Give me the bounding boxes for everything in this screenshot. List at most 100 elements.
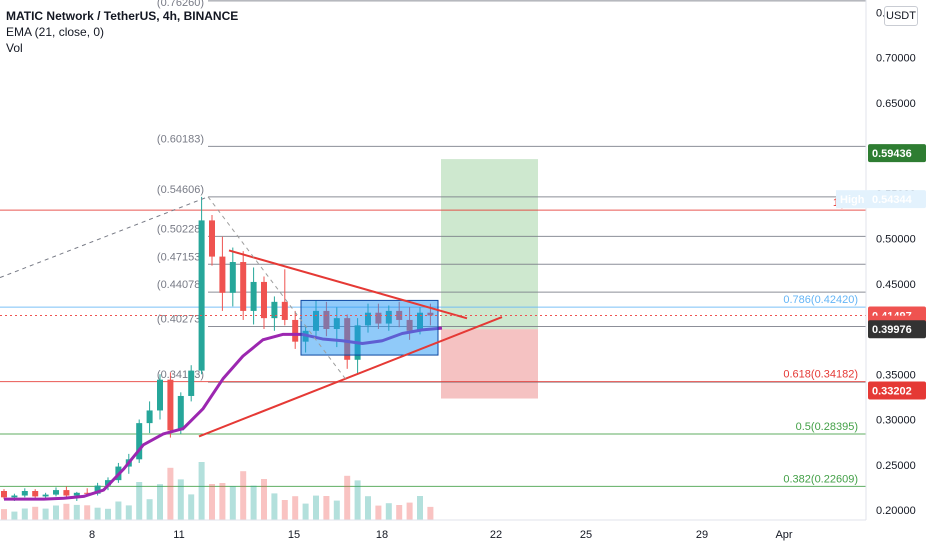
candle-body: [1, 490, 7, 498]
volume-bar: [271, 493, 278, 520]
volume-bar: [63, 503, 70, 520]
fib-level-label: (0.44078): [157, 279, 204, 291]
fib-level-label: 0.786(0.42420): [783, 294, 858, 306]
volume-bar: [167, 467, 174, 520]
volume-bar: [219, 483, 226, 520]
x-tick-label: 25: [580, 529, 592, 541]
candle-body: [219, 256, 226, 293]
volume-bar: [105, 508, 111, 520]
price-tag: [868, 144, 926, 163]
volume-indicator-label[interactable]: Vol: [6, 41, 23, 55]
price-tag: [868, 320, 926, 339]
candle-body: [240, 262, 247, 311]
y-tick-label: 0.20000: [876, 505, 916, 517]
price-tag: [868, 190, 926, 209]
x-tick-label: 29: [696, 529, 708, 541]
volume-bar: [42, 508, 49, 520]
upper-trendline: [228, 249, 468, 320]
candle-body: [198, 220, 205, 371]
volume-bar: [333, 500, 340, 520]
volume-bar: [354, 480, 361, 520]
candle-body: [188, 370, 195, 396]
high-tag: [836, 190, 870, 209]
volume-bar: [344, 475, 351, 520]
x-tick-label: 22: [490, 529, 502, 541]
y-tick-label: 0.25000: [876, 460, 916, 472]
projection-line: [207, 196, 349, 383]
symbol-title[interactable]: MATIC Network / TetherUS, 4h, BINANCE: [6, 9, 239, 23]
volume-bar: [313, 495, 319, 520]
fib-level-label: 0.618(0.34182): [783, 369, 858, 381]
volume-bar: [32, 506, 39, 520]
volume-bar: [209, 484, 215, 520]
price-tag: [868, 381, 926, 400]
candle-body: [21, 490, 28, 496]
lower-trendline: [198, 316, 503, 438]
chart-legend: MATIC Network / TetherUS, 4h, BINANCE EM…: [6, 8, 238, 56]
candle-body: [146, 410, 153, 424]
volume-bar: [417, 496, 423, 520]
candle-body: [53, 490, 59, 495]
candle-body: [63, 490, 70, 496]
candle-body: [94, 485, 101, 494]
fib-level-label: (0.60183): [157, 133, 204, 145]
profit-zone: [441, 159, 538, 330]
volume-bar: [53, 505, 59, 520]
x-tick-label: 18: [376, 529, 388, 541]
price-tag-label: 0.39976: [872, 324, 912, 336]
candle-body: [271, 301, 278, 319]
fib-level-label: (0.40273): [157, 314, 204, 326]
candle-body: [261, 281, 267, 319]
fib-level-label: (0.54606): [157, 184, 204, 196]
high-tag-label: High: [840, 194, 865, 206]
volume-bar: [84, 505, 91, 520]
volume-bar: [177, 479, 184, 520]
fib-level-label: (0.50228): [157, 223, 204, 235]
projection-line: [0, 196, 209, 279]
consolidation-box: [300, 299, 439, 356]
y-tick-label: 0.65000: [876, 98, 916, 110]
fib-level-label: (0.47153): [157, 251, 204, 263]
volume-bar: [73, 504, 80, 520]
x-tick-label: 8: [89, 529, 95, 541]
volume-bar: [11, 511, 18, 520]
currency-unit-button[interactable]: USDT: [884, 6, 918, 26]
y-tick-label: 0.30000: [876, 415, 916, 427]
candle-body: [136, 423, 143, 460]
candle-body: [73, 492, 80, 496]
y-tick-label: 0.70000: [876, 53, 916, 65]
volume-bar: [21, 508, 28, 520]
loss-zone: [441, 329, 538, 399]
price-tag-label: 0.54344: [872, 194, 913, 206]
volume-bar: [94, 507, 101, 520]
candle-body: [229, 262, 236, 293]
volume-bar: [396, 505, 403, 520]
candle-body: [42, 494, 49, 497]
volume-bar: [198, 462, 205, 520]
candle-body: [105, 480, 111, 486]
x-tick-label: Apr: [775, 529, 792, 541]
fib-level-label: (0.76260): [157, 0, 204, 9]
volume-bar: [427, 506, 434, 520]
fib-level-label: 0.5(0.28395): [796, 421, 858, 433]
fib-level-label: (0.34123): [157, 369, 204, 381]
volume-bar: [261, 479, 267, 520]
candle-body: [11, 495, 18, 498]
candle-body: [177, 395, 184, 431]
volume-bar: [281, 500, 288, 520]
volume-bar: [323, 496, 330, 520]
volume-bar: [365, 496, 371, 520]
y-tick-label: 0.35000: [876, 369, 916, 381]
volume-bar: [302, 503, 309, 520]
price-tag-label: 0.33202: [872, 386, 912, 398]
volume-bar: [1, 509, 7, 520]
x-tick-label: 11: [173, 529, 184, 541]
fib-level-label: 0.382(0.22609): [783, 473, 858, 485]
candle-body: [32, 490, 39, 497]
price-tag-label: 0.59436: [872, 148, 912, 160]
ema-indicator-label[interactable]: EMA (21, close, 0): [6, 25, 105, 39]
volume-bar: [136, 482, 143, 520]
candle-body: [209, 220, 215, 257]
volume-bar: [157, 484, 163, 520]
